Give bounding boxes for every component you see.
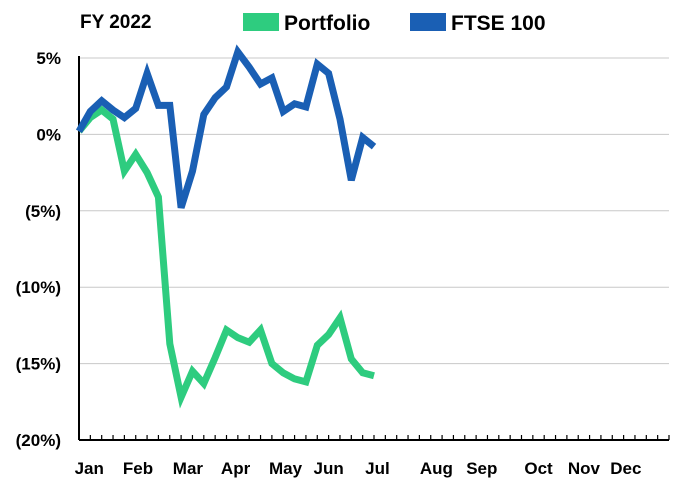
series-line-portfolio [76,105,375,409]
y-tick-label: (15%) [16,355,61,374]
legend-swatch-ftse-100 [410,13,446,31]
legend-item-portfolio: Portfolio [243,12,370,35]
y-tick-label: (20%) [16,431,61,450]
chart-title: FY 2022 [80,12,151,33]
x-tick-label-jun: Jun [313,459,343,478]
x-tick-label-jan: Jan [75,459,104,478]
x-tick-label-nov: Nov [568,459,601,478]
y-tick-label: 5% [36,49,61,68]
x-tick-label-aug: Aug [420,459,453,478]
x-tick-label-jul: Jul [365,459,390,478]
x-tick-label-dec: Dec [610,459,641,478]
series-lines [75,44,377,409]
legend-item-ftse-100: FTSE 100 [410,12,546,35]
legend: Portfolio FTSE 100 [243,12,546,35]
legend-swatch-portfolio [243,13,279,31]
x-tick-label-feb: Feb [123,459,153,478]
y-tick-label: (10%) [16,278,61,297]
x-tick-label-sep: Sep [466,459,497,478]
x-tick-label-apr: Apr [221,459,251,478]
y-tick-labels: 5% 0% (5%) (10%) (15%) (20%) [16,49,61,450]
x-tick-labels: Jan Feb Mar Apr May Jun Jul Aug Sep Oct Nov Dec [75,459,642,478]
x-tick-label-mar: Mar [173,459,204,478]
x-tick-label-oct: Oct [524,459,553,478]
series-line-ftse-100 [75,44,377,209]
axes [78,56,670,441]
x-tick-label-may: May [269,459,303,478]
y-tick-label: 0% [36,125,61,144]
y-tick-label: (5%) [25,202,61,221]
legend-label-ftse-100: FTSE 100 [451,12,546,35]
legend-label-portfolio: Portfolio [284,12,370,35]
